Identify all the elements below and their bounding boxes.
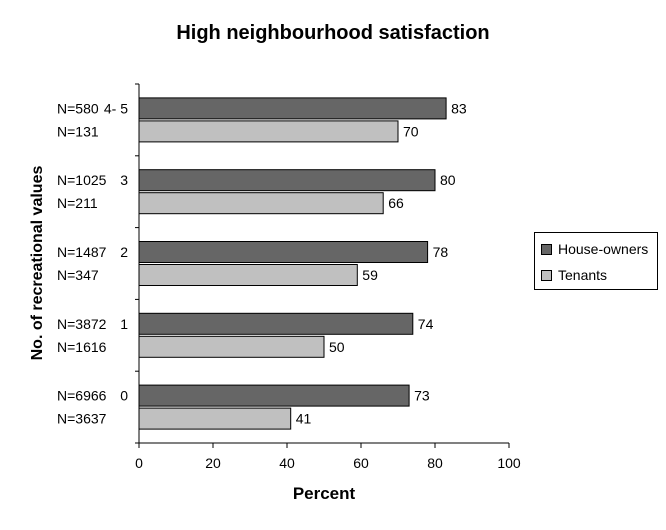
category-label: 1 — [120, 316, 128, 332]
n-label-tenants: N=347 — [57, 267, 99, 283]
legend-label-house-owners: House-owners — [558, 241, 649, 257]
data-label-tenants: 66 — [388, 195, 404, 211]
x-tick-label: 20 — [205, 455, 221, 471]
data-label-tenants: 70 — [403, 123, 419, 139]
data-label-tenants: 59 — [362, 267, 378, 283]
category-label: 2 — [120, 244, 128, 260]
x-tick-label: 80 — [427, 455, 443, 471]
bar-house-owners — [138, 384, 410, 407]
chart-title: High neighbourhood satisfaction — [176, 22, 490, 44]
n-label-house-owners: N=6966 — [57, 388, 107, 404]
n-label-house-owners: N=1025 — [57, 172, 107, 188]
x-tick-label: 40 — [279, 455, 295, 471]
n-label-tenants: N=131 — [57, 123, 99, 139]
bar-house-owners — [138, 97, 447, 120]
data-label-tenants: 50 — [329, 339, 345, 355]
bar-tenants — [138, 120, 399, 143]
legend-swatch-tenants — [541, 270, 552, 281]
legend-item-house-owners: House-owners — [541, 241, 648, 257]
data-label-house-owners: 74 — [418, 316, 434, 332]
bar-tenants — [138, 335, 325, 358]
category-label: 0 — [120, 388, 128, 404]
y-axis-label: No. of recreational values — [29, 165, 46, 361]
data-label-house-owners: 83 — [451, 100, 467, 116]
n-label-house-owners: N=580 — [57, 100, 99, 116]
legend-swatch-house-owners — [541, 244, 552, 255]
data-label-house-owners: 80 — [440, 172, 456, 188]
n-label-house-owners: N=1487 — [57, 244, 107, 260]
bar-house-owners — [138, 241, 429, 263]
n-label-tenants: N=3637 — [57, 411, 107, 427]
bar-house-owners — [138, 312, 414, 335]
bar-tenants — [138, 264, 358, 286]
legend: House-owners Tenants — [534, 232, 658, 290]
data-label-house-owners: 73 — [414, 388, 430, 404]
data-label-tenants: 41 — [296, 411, 312, 427]
bar-house-owners — [138, 169, 436, 192]
x-tick-label: 100 — [497, 455, 521, 471]
x-tick-label: 0 — [135, 455, 143, 471]
x-axis-label: Percent — [292, 484, 356, 503]
category-label: 3 — [120, 172, 128, 188]
legend-item-tenants: Tenants — [541, 267, 607, 283]
bar-tenants — [138, 407, 292, 430]
bar-tenants — [138, 192, 384, 215]
n-label-house-owners: N=3872 — [57, 316, 107, 332]
category-label: 4- 5 — [104, 100, 128, 116]
n-label-tenants: N=211 — [57, 195, 98, 211]
legend-label-tenants: Tenants — [558, 267, 608, 283]
n-label-tenants: N=1616 — [57, 339, 107, 355]
data-label-house-owners: 78 — [433, 244, 449, 260]
x-tick-label: 60 — [353, 455, 369, 471]
